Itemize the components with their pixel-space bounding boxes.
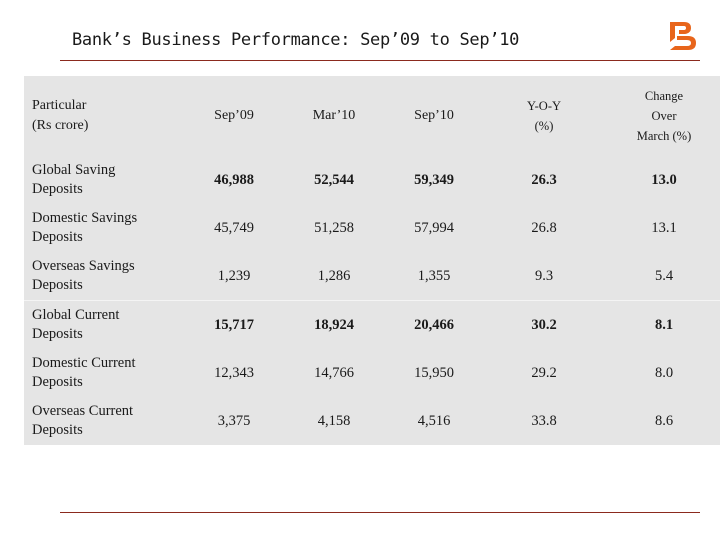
row-label: Domestic Savings Deposits <box>24 204 184 252</box>
row-label: Domestic Current Deposits <box>24 349 184 397</box>
cell-change: 8.0 <box>654 364 674 381</box>
row-label-line2: Deposits <box>32 326 83 342</box>
cell-yoy: 29.2 <box>531 364 557 381</box>
header-sep10: Sep’10 <box>414 108 454 123</box>
table-row-overseas-savings: Overseas Savings Deposits 1,239 1,286 1,… <box>24 252 720 301</box>
header-particular-label: Particular <box>32 98 87 113</box>
cell-sep09: 3,375 <box>217 412 251 429</box>
slide-title: Bank’s Business Performance: Sep’09 to S… <box>72 30 520 50</box>
cell-sep09: 45,749 <box>214 219 254 236</box>
row-label-line1: Global Saving <box>32 162 116 178</box>
cell-yoy: 9.3 <box>534 267 554 284</box>
cell-mar10: 14,766 <box>314 364 354 381</box>
row-label-line2: Deposits <box>32 422 83 438</box>
cell-sep10: 59,349 <box>414 171 454 188</box>
header-sep09: Sep’09 <box>214 108 254 123</box>
cell-sep09: 15,717 <box>184 300 284 349</box>
cell-sep10: 57,994 <box>414 219 454 236</box>
cell-sep10: 4,516 <box>417 412 451 429</box>
title-divider <box>60 60 700 61</box>
cell-change: 8.6 <box>654 412 674 429</box>
cell-sep09: 12,343 <box>214 364 254 381</box>
cell-change: 5.4 <box>654 267 674 284</box>
table-header-row: Particular (Rs crore) Sep’09 Mar’10 Sep’… <box>24 76 720 156</box>
footer-divider <box>60 512 700 513</box>
header-change-line2: Over <box>651 109 677 123</box>
row-label-line1: Domestic Current <box>32 355 136 371</box>
header-particular-unit: (Rs crore) <box>32 118 89 133</box>
row-label: Global Saving Deposits <box>24 156 184 204</box>
business-performance-table: Particular (Rs crore) Sep’09 Mar’10 Sep’… <box>24 76 720 445</box>
cell-sep10: 20,466 <box>384 300 484 349</box>
cell-yoy: 26.8 <box>531 219 557 236</box>
cell-yoy: 26.3 <box>531 171 557 188</box>
table-row-overseas-current: Overseas Current Deposits 3,375 4,158 4,… <box>24 397 720 445</box>
row-label-line1: Overseas Savings <box>32 258 135 274</box>
row-label-line1: Domestic Savings <box>32 210 138 226</box>
cell-mar10: 51,258 <box>314 219 354 236</box>
row-label-line2: Deposits <box>32 181 83 197</box>
row-label-line1: Global Current <box>32 307 120 323</box>
row-label: Global Current Deposits <box>24 300 184 349</box>
header-change-over-march: Change Over March (%) <box>604 76 720 156</box>
cell-mar10: 4,158 <box>317 412 351 429</box>
header-yoy-label: Y-O-Y <box>526 99 562 113</box>
cell-sep09: 1,239 <box>217 267 251 284</box>
cell-sep10: 1,355 <box>417 267 451 284</box>
cell-yoy: 30.2 <box>484 300 604 349</box>
table-row-domestic-savings: Domestic Savings Deposits 45,749 51,258 … <box>24 204 720 252</box>
cell-yoy: 33.8 <box>531 412 557 429</box>
header-mar10: Mar’10 <box>312 108 356 123</box>
cell-mar10: 52,544 <box>314 171 354 188</box>
cell-mar10: 1,286 <box>317 267 351 284</box>
table-row-domestic-current: Domestic Current Deposits 12,343 14,766 … <box>24 349 720 397</box>
cell-change: 8.1 <box>604 300 720 349</box>
cell-sep09: 46,988 <box>214 171 254 188</box>
row-label-line2: Deposits <box>32 277 83 293</box>
cell-change: 13.1 <box>651 219 677 236</box>
row-label-line1: Overseas Current <box>32 403 134 419</box>
bank-logo-icon <box>670 22 696 50</box>
table-row-global-current: Global Current Deposits 15,717 18,924 20… <box>24 300 720 349</box>
row-label: Overseas Current Deposits <box>24 397 184 445</box>
header-yoy: Y-O-Y (%) <box>484 76 604 156</box>
row-label: Overseas Savings Deposits <box>24 252 184 301</box>
header-change-line3: March (%) <box>636 129 692 143</box>
header-change-line1: Change <box>644 89 684 103</box>
cell-change: 13.0 <box>651 171 677 188</box>
header-yoy-unit: (%) <box>534 119 554 133</box>
cell-mar10: 18,924 <box>284 300 384 349</box>
row-label-line2: Deposits <box>32 374 83 390</box>
table-row-global-saving: Global Saving Deposits 46,988 52,544 59,… <box>24 156 720 204</box>
row-label-line2: Deposits <box>32 229 83 245</box>
cell-sep10: 15,950 <box>414 364 454 381</box>
header-particular: Particular (Rs crore) <box>24 76 184 156</box>
